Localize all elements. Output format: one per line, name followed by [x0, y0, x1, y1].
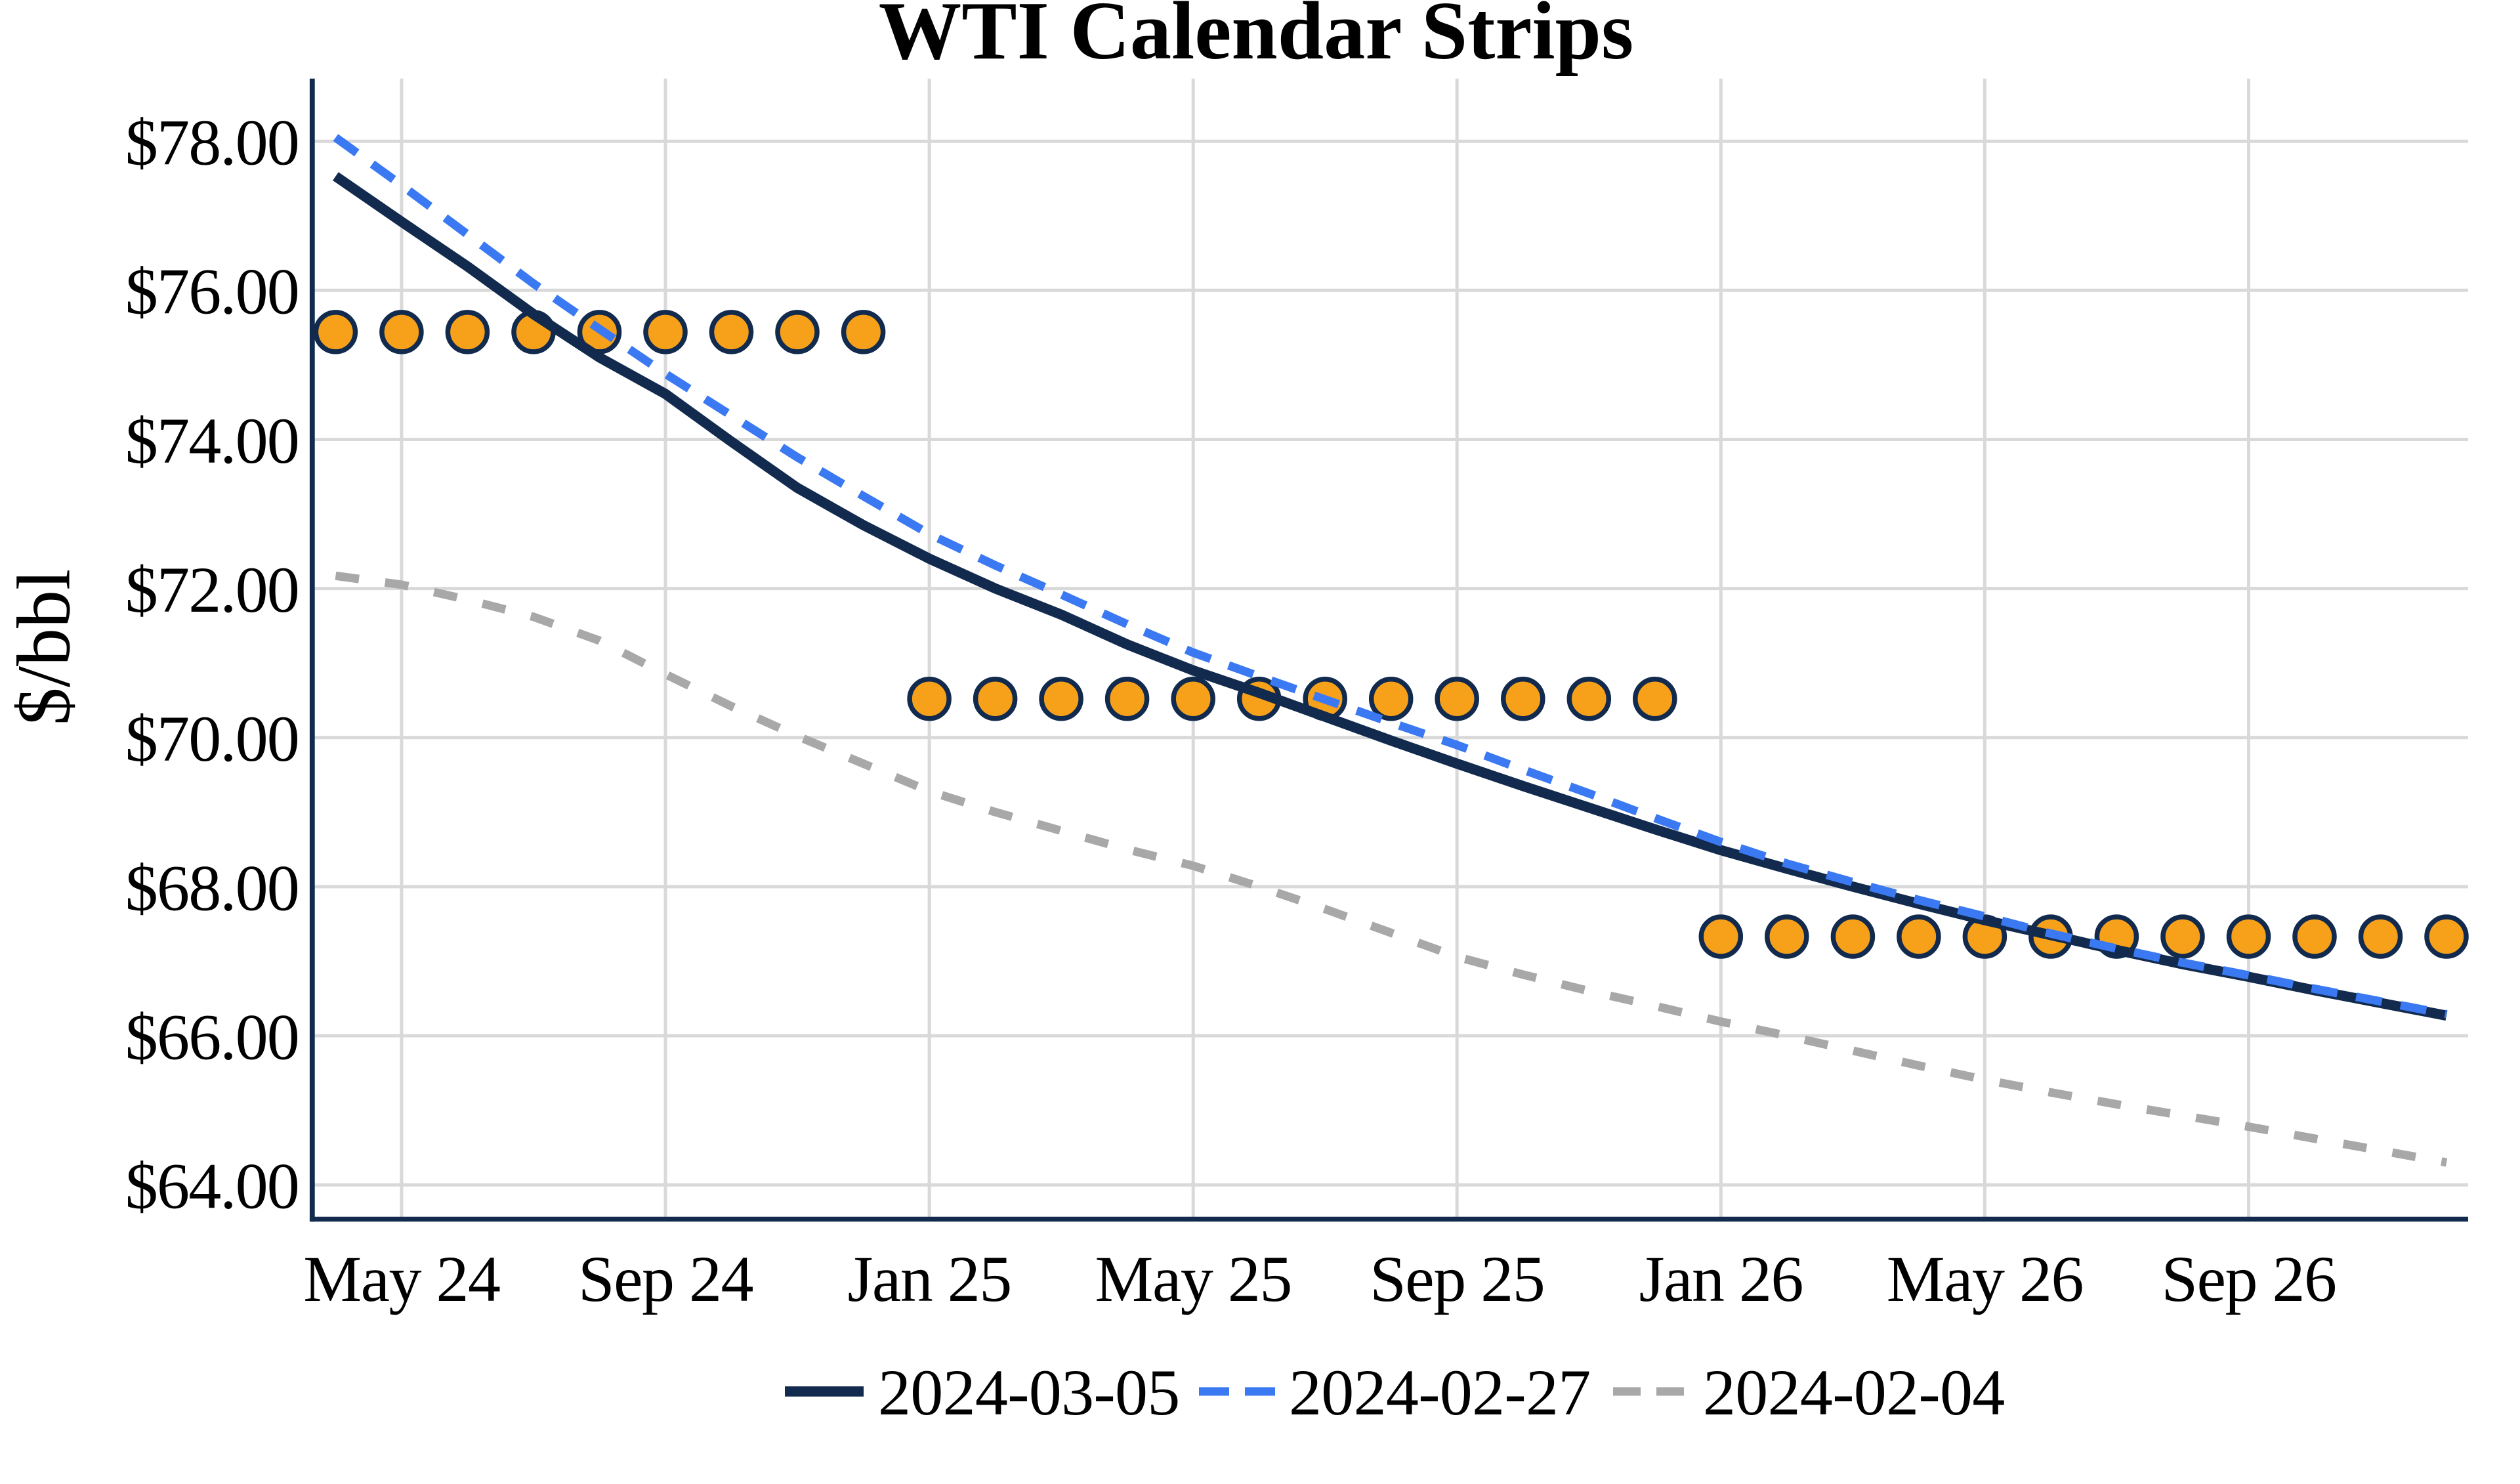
- svg-text:WTI Calendar Strips: WTI Calendar Strips: [879, 0, 1633, 77]
- svg-text:$64.00: $64.00: [125, 1150, 299, 1223]
- svg-text:$66.00: $66.00: [125, 1000, 299, 1073]
- svg-text:$76.00: $76.00: [125, 255, 299, 328]
- svg-text:Jan 26: Jan 26: [1639, 1242, 1803, 1315]
- svg-text:2024-03-05: 2024-03-05: [878, 1356, 1180, 1429]
- svg-text:Sep 26: Sep 26: [2162, 1242, 2336, 1315]
- svg-text:$78.00: $78.00: [125, 106, 299, 179]
- svg-text:2024-02-27: 2024-02-27: [1289, 1356, 1591, 1429]
- svg-text:$72.00: $72.00: [125, 553, 299, 626]
- svg-text:$74.00: $74.00: [125, 404, 299, 477]
- svg-text:May 25: May 25: [1095, 1242, 1292, 1315]
- svg-text:May 24: May 24: [303, 1242, 500, 1315]
- svg-text:Sep 24: Sep 24: [578, 1242, 753, 1315]
- svg-text:May 26: May 26: [1887, 1242, 2083, 1315]
- svg-text:$68.00: $68.00: [125, 851, 299, 924]
- svg-text:2024-02-04: 2024-02-04: [1703, 1356, 2005, 1429]
- svg-text:$70.00: $70.00: [125, 702, 299, 775]
- svg-text:Sep 25: Sep 25: [1370, 1242, 1544, 1315]
- svg-text:$/bbl: $/bbl: [2, 569, 86, 725]
- svg-text:Jan 25: Jan 25: [847, 1242, 1011, 1315]
